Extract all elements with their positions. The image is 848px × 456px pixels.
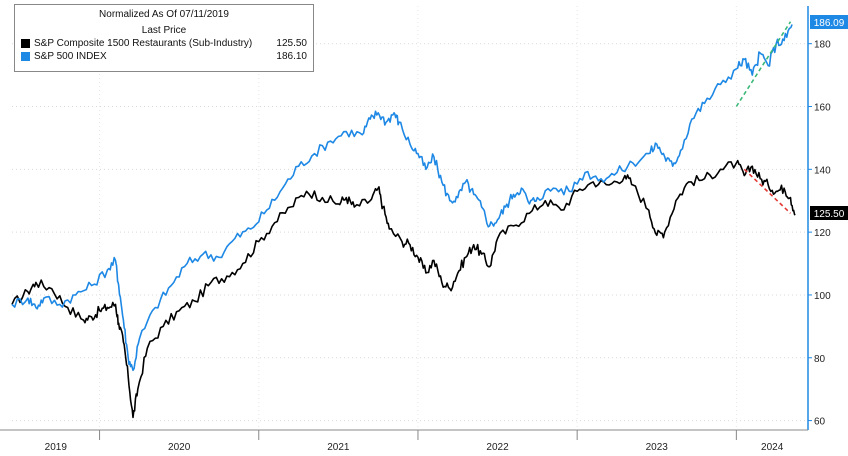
restaurants-series-line (11, 159, 796, 419)
sp500-badge-box (810, 15, 848, 29)
y-tick-label: 160 (814, 103, 831, 114)
legend-swatch-blue (21, 52, 30, 61)
y-tick-label: 100 (814, 291, 831, 302)
x-tick-label: 2022 (486, 442, 509, 453)
y-tick-label: 80 (814, 354, 826, 365)
restaurants-badge-box (810, 206, 848, 220)
y-tick-label: 140 (814, 165, 831, 176)
x-tick-label: 2021 (327, 442, 350, 453)
x-tick-label: 2020 (168, 442, 191, 453)
x-tick-label: 2024 (761, 442, 784, 453)
last-price-badges: 186.09 125.50 (810, 15, 848, 220)
y-tick-label: 60 (814, 417, 826, 428)
legend-swatch-black (21, 39, 30, 48)
y-tick-label: 180 (814, 40, 831, 51)
x-tick-label: 2023 (646, 442, 669, 453)
legend-box: Normalized As Of 07/11/2019 Last Price S… (14, 4, 314, 72)
legend-header-normalized: Normalized As Of 07/11/2019 (99, 9, 229, 20)
legend-entry-restaurants: S&P Composite 1500 Restaurants (Sub-Indu… (15, 37, 313, 50)
red-trend-arrow (743, 168, 792, 214)
legend-header-last-price: Last Price (141, 25, 187, 36)
y-axis: 60 80 100 120 140 160 180 (807, 6, 831, 430)
y-tick-label: 120 (814, 228, 831, 239)
legend-series-value: 186.10 (276, 51, 307, 62)
green-trend-arrow (735, 21, 792, 107)
x-axis: 2019 2020 2021 2022 2023 2024 (0, 429, 808, 453)
legend-series-name: S&P 500 INDEX (34, 51, 107, 62)
sp500-series-line (11, 24, 793, 372)
series-lines (11, 24, 796, 419)
trend-annotations (735, 21, 792, 214)
restaurants-badge-label: 125.50 (814, 209, 845, 220)
legend-series-name: S&P Composite 1500 Restaurants (Sub-Indu… (34, 38, 253, 49)
legend-entry-sp500: S&P 500 INDEX 186.10 (15, 50, 313, 63)
legend-series-value: 125.50 (276, 38, 307, 49)
x-tick-label: 2019 (45, 442, 68, 453)
sp500-badge-label: 186.09 (814, 18, 845, 29)
